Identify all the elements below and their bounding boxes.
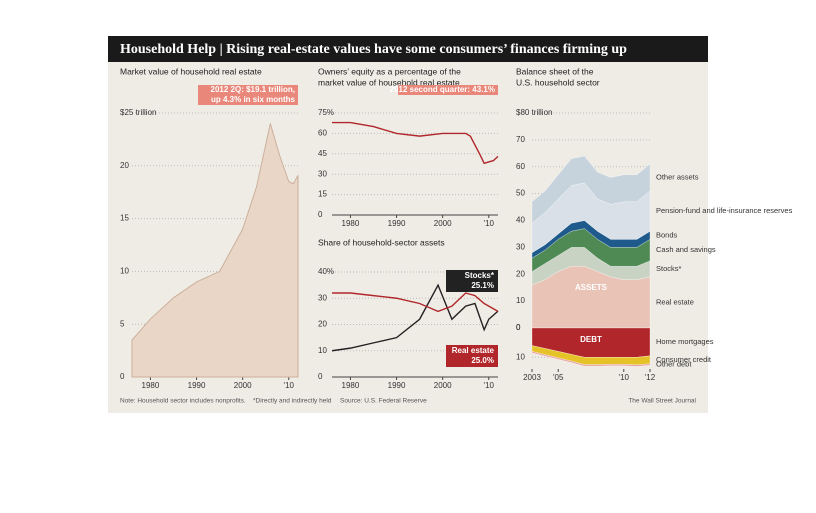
- y2-tick-label: 10: [516, 352, 525, 361]
- y-tick-label: 10: [120, 267, 129, 276]
- footnote: *Directly and indirectly held: [253, 398, 332, 405]
- x-tick-label: 1980: [142, 381, 160, 390]
- annotation-box: [398, 85, 498, 95]
- y-tick-label: $25 trillion: [120, 108, 156, 117]
- legend-label: Consumer credit: [656, 355, 712, 364]
- legend-label: Pension-fund and life-insurance reserves: [656, 206, 793, 215]
- y-tick-label: 50: [516, 189, 525, 198]
- series-label: Real estate: [452, 346, 495, 355]
- x-tick-label: '10: [284, 381, 295, 390]
- y-tick-label: 40%: [318, 267, 334, 276]
- x-tick-label: 2000: [434, 219, 452, 228]
- area: [131, 123, 299, 378]
- x-tick-label: '10: [484, 219, 495, 228]
- annotation-box: [198, 95, 298, 105]
- y-tick-label: 10: [516, 296, 525, 305]
- y-tick-label: 70: [516, 135, 525, 144]
- y-tick-label: 10: [318, 346, 327, 355]
- annotation: 2012 2Q: $19.1 trillion,: [211, 85, 295, 94]
- panel-title: Share of household-sector assets: [318, 237, 445, 247]
- legend-label: Home mortgages: [656, 337, 714, 346]
- annotation: ASSETS: [575, 283, 608, 292]
- y-tick-label: 0: [516, 323, 521, 332]
- y-tick-label: 15: [120, 214, 129, 223]
- legend-label: Other assets: [656, 172, 699, 181]
- source: Source: U.S. Federal Reserve: [340, 398, 427, 405]
- x-tick-label: 2000: [234, 381, 252, 390]
- line: [332, 121, 499, 165]
- annotation: up 4.3% in six months: [211, 95, 296, 104]
- stack-area: [531, 351, 651, 367]
- y-tick-label: 5: [120, 319, 125, 328]
- y-tick-label: 0: [318, 372, 323, 381]
- panel-title: Market value of household real estate: [120, 66, 262, 76]
- y-tick-label: 0: [318, 210, 323, 219]
- y-tick-label: 0: [120, 372, 125, 381]
- label-box: [446, 270, 498, 292]
- legend-label: Stocks*: [656, 264, 682, 273]
- label-box: [446, 345, 498, 367]
- panel-title: Balance sheet of the: [516, 66, 594, 76]
- y2-tick-label: 0: [516, 323, 521, 332]
- y-tick-label: 60: [516, 162, 525, 171]
- annotation-box: [198, 85, 298, 95]
- x-tick-label: 1980: [342, 381, 360, 390]
- x-tick-label: 1980: [342, 219, 360, 228]
- legend-label: Other debt: [656, 359, 692, 368]
- y-tick-label: 15: [318, 190, 327, 199]
- line: [332, 292, 499, 313]
- legend-label: Real estate: [656, 297, 694, 306]
- annotation: 2012 second quarter: 43.1%: [390, 85, 495, 94]
- panel-title: market value of household real estate: [318, 77, 460, 87]
- y-tick-label: 60: [318, 129, 327, 138]
- value-label: 25.0%: [471, 356, 494, 365]
- panel-title: U.S. household sector: [516, 77, 600, 87]
- legend-label: Bonds: [656, 230, 678, 239]
- y-tick-label: 40: [516, 216, 525, 225]
- y-tick-label: 30: [318, 169, 327, 178]
- page-title: Household Help | Rising real-estate valu…: [120, 42, 627, 57]
- x-tick-label: '10: [484, 381, 495, 390]
- note: Note: Household sector includes nonprofi…: [120, 398, 246, 405]
- x-tick-label: '12: [645, 373, 656, 382]
- line: [331, 283, 499, 352]
- credit: The Wall Street Journal: [628, 398, 696, 405]
- x-tick-label: 2003: [523, 373, 541, 382]
- x-tick-label: 1990: [188, 381, 206, 390]
- y-tick-label: $80 trillion: [516, 108, 552, 117]
- x-tick-label: 1990: [388, 381, 406, 390]
- x-tick-label: '05: [553, 373, 564, 382]
- x-tick-label: '10: [619, 373, 630, 382]
- y-tick-label: 20: [120, 161, 129, 170]
- y-tick-label: 75%: [318, 108, 334, 117]
- y-tick-label: 20: [318, 320, 327, 329]
- stack-area: [531, 155, 651, 224]
- value-label: 25.1%: [471, 281, 494, 290]
- x-tick-label: 1990: [388, 219, 406, 228]
- y-tick-label: 30: [516, 242, 525, 251]
- y-tick-label: 45: [318, 149, 327, 158]
- series-label: Stocks*: [465, 271, 495, 280]
- legend-label: Cash and savings: [656, 245, 716, 254]
- annotation: DEBT: [580, 335, 602, 344]
- title-bar: [108, 36, 708, 62]
- x-tick-label: 2000: [434, 381, 452, 390]
- panel-title: Owners’ equity as a percentage of the: [318, 66, 461, 76]
- y-tick-label: 20: [516, 269, 525, 278]
- y-tick-label: 30: [318, 293, 327, 302]
